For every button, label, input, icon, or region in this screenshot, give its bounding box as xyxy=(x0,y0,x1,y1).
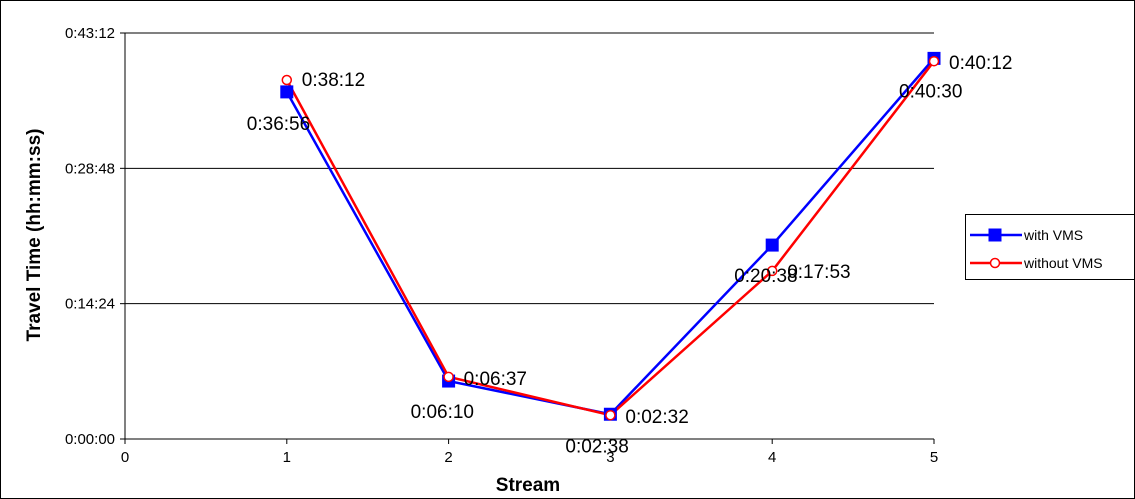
series-markers xyxy=(280,51,941,421)
legend-item-without-vms: without VMS xyxy=(966,253,1134,273)
marker-series-1 xyxy=(443,371,454,383)
y-tick-label: 0:28:48 xyxy=(65,160,115,177)
data-labels: 0:36:56 0:06:10 0:02:38 0:20:38 0:40:30 0:38:… xyxy=(247,53,1013,457)
marker-series-1 xyxy=(766,265,778,277)
data-label-series-1: 0:02:32 xyxy=(625,407,688,428)
data-label-series-1: 0:06:37 xyxy=(464,369,527,390)
data-label-series-0: 0:40:30 xyxy=(899,81,962,102)
legend: with VMS without VMS xyxy=(965,214,1135,280)
x-tick-labels: 0 1 2 3 4 5 xyxy=(121,449,938,466)
legend-label-with-vms: with VMS xyxy=(1024,227,1084,243)
series-lines xyxy=(285,57,935,417)
x-tick-label: 2 xyxy=(444,449,452,466)
legend-item-with-vms: with VMS xyxy=(966,225,1134,245)
data-label-series-0: 0:36:56 xyxy=(247,114,310,135)
data-label-series-0: 0:20:38 xyxy=(734,266,797,287)
data-label-series-1: 0:40:12 xyxy=(949,53,1012,74)
y-axis-title: Travel Time (hh:mm:ss) xyxy=(24,129,45,342)
legend-swatch-without-vms xyxy=(970,257,1022,269)
marker-series-1 xyxy=(928,55,940,67)
legend-label-without-vms: without VMS xyxy=(1024,255,1103,271)
x-axis-title: Stream xyxy=(496,475,560,496)
data-label-series-1: 0:38:12 xyxy=(302,70,365,91)
y-tick-label: 0:00:00 xyxy=(65,431,115,448)
y-tick-label: 0:43:12 xyxy=(65,25,115,42)
marker-series-0 xyxy=(765,238,779,252)
series-line-1 xyxy=(285,60,935,417)
series-line-0 xyxy=(285,57,935,416)
x-tick-label: 0 xyxy=(121,449,129,466)
axes xyxy=(120,32,935,444)
data-label-series-0: 0:06:10 xyxy=(411,402,474,423)
data-label-series-1: 0:17:53 xyxy=(787,262,850,283)
marker-series-0 xyxy=(280,85,294,99)
marker-series-1 xyxy=(281,74,293,86)
gridlines xyxy=(125,32,934,305)
x-tick-label: 1 xyxy=(283,449,291,466)
marker-series-1 xyxy=(605,409,616,421)
data-label-series-0: 0:02:38 xyxy=(565,436,628,457)
x-tick-label: 3 xyxy=(606,449,614,466)
x-tick-label: 5 xyxy=(930,449,938,466)
x-tick-label: 4 xyxy=(768,449,776,466)
legend-swatch-with-vms xyxy=(970,228,1022,242)
y-tick-labels: 0:00:00 0:14:24 0:28:48 0:43:12 xyxy=(65,25,115,448)
y-tick-label: 0:14:24 xyxy=(65,296,115,313)
